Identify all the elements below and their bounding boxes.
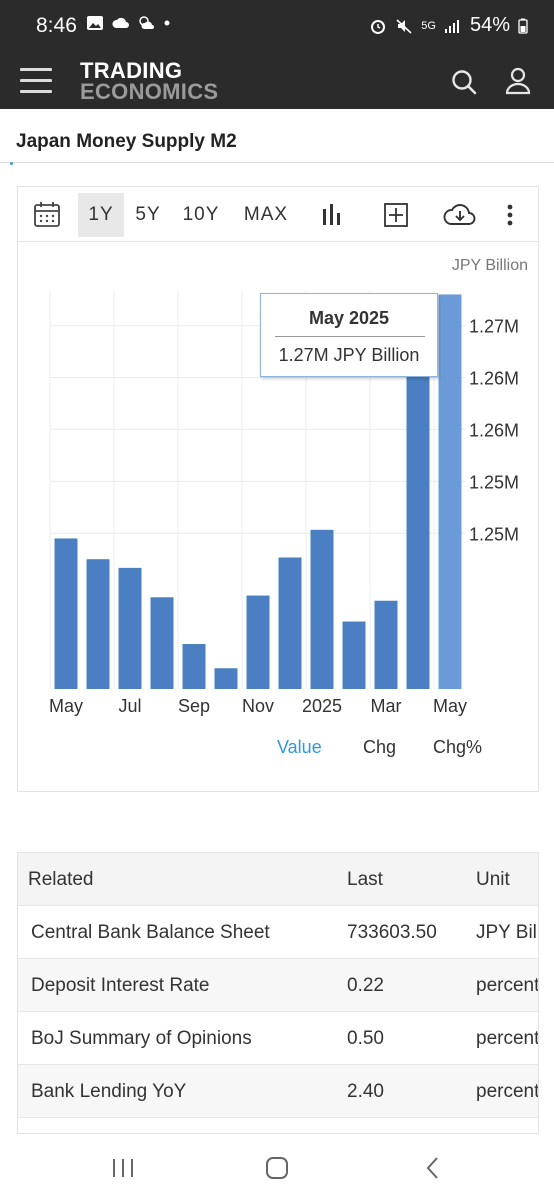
download-icon[interactable] <box>442 193 478 237</box>
row-last: 0.22 <box>347 975 384 996</box>
tooltip-divider <box>275 336 425 337</box>
calendar-icon[interactable] <box>32 193 62 237</box>
battery-percent: 54% <box>469 14 510 36</box>
row-unit: percent <box>476 1028 539 1049</box>
row-last: 0.50 <box>347 1028 384 1049</box>
range-10y-button[interactable]: 10Y <box>182 204 220 225</box>
logo[interactable]: TRADING ECONOMICS <box>80 58 219 104</box>
chart-unit-label: JPY Billion <box>451 257 528 274</box>
table-row[interactable]: Central Bank Balance Sheet 733603.50 JPY… <box>18 906 538 959</box>
y-tick-label: 1.25M <box>469 524 519 544</box>
chart-type-icon[interactable] <box>318 193 346 237</box>
header-last: Last <box>347 869 383 890</box>
chart-bar[interactable] <box>438 294 462 689</box>
table-row[interactable]: Bank Lending YoY 2.40 percent <box>18 1065 539 1118</box>
tooltip-date: May 2025 <box>308 308 390 328</box>
x-tick-label: Jul <box>118 696 141 716</box>
chart-bar[interactable] <box>246 595 270 689</box>
more-notifications-dot-icon <box>164 20 170 26</box>
alarm-icon <box>371 19 386 34</box>
y-tick-label: 1.27M <box>469 317 519 337</box>
y-tick-label: 1.26M <box>469 420 519 440</box>
chart-bar[interactable] <box>118 567 142 689</box>
range-max-button[interactable]: MAX <box>243 204 289 225</box>
row-name[interactable]: Bank Lending YoY <box>31 1081 187 1102</box>
tab-chg-percent[interactable]: Chg% <box>433 737 483 757</box>
loading-indicator <box>10 162 13 165</box>
network-type: 5G <box>421 19 436 32</box>
tooltip-value: 1.27M JPY Billion <box>278 345 420 365</box>
chart-bar[interactable] <box>374 600 398 689</box>
recent-apps-icon[interactable] <box>108 1154 138 1182</box>
chart-bar[interactable] <box>406 360 430 689</box>
y-tick-label: 1.25M <box>469 472 519 492</box>
related-table: Related Last Unit Central Bank Balance S… <box>17 852 539 1134</box>
page-title: Japan Money Supply M2 <box>16 131 237 152</box>
chart-bar[interactable] <box>86 559 110 689</box>
add-indicator-icon[interactable] <box>382 193 410 237</box>
status-time: 8:46 <box>36 14 77 37</box>
row-last: 733603.50 <box>347 922 437 943</box>
battery-icon <box>518 18 528 34</box>
x-tick-label: May <box>49 696 83 716</box>
row-name[interactable]: BoJ Summary of Opinions <box>31 1028 252 1049</box>
chart-bar[interactable] <box>342 621 366 689</box>
mute-icon <box>396 18 412 34</box>
app-header: TRADING ECONOMICS <box>0 54 554 109</box>
chart-bar[interactable] <box>310 529 334 689</box>
page-title-bar: Japan Money Supply M2 <box>0 109 554 163</box>
range-5y-button[interactable]: 5Y <box>135 204 161 225</box>
search-icon[interactable] <box>450 68 478 96</box>
chart-bar[interactable] <box>278 557 302 689</box>
row-name[interactable]: Central Bank Balance Sheet <box>31 922 270 943</box>
x-tick-label: 2025 <box>302 696 342 716</box>
row-unit: percent <box>476 1081 539 1102</box>
chart-bar[interactable] <box>182 644 206 689</box>
x-tick-label: Mar <box>371 696 402 716</box>
row-last: 2.40 <box>347 1081 384 1102</box>
status-system-icons: 5G 54% <box>369 14 528 37</box>
signal-icon <box>444 19 459 33</box>
chart-bar[interactable] <box>54 538 78 689</box>
x-tick-label: Nov <box>242 696 274 716</box>
x-tick-label: Sep <box>178 696 210 716</box>
logo-line-2: ECONOMICS <box>80 79 219 104</box>
back-icon[interactable] <box>418 1154 448 1182</box>
bar-chart[interactable]: 1.27M 1.26M 1.26M 1.25M 1.25M May Jul Sep Nov 202… <box>18 247 538 727</box>
gallery-icon <box>87 16 103 30</box>
x-tick-label: May <box>433 696 467 716</box>
chart-toolbar: 1Y 5Y 10Y MAX <box>18 187 538 242</box>
status-notification-icons <box>86 15 170 31</box>
system-nav-bar <box>0 1136 554 1200</box>
table-row[interactable]: Deposit Interest Rate 0.22 percent <box>18 959 539 1012</box>
table-row[interactable]: BoJ Summary of Opinions 0.50 percent <box>18 1012 539 1065</box>
row-unit: percent <box>476 975 539 996</box>
row-name[interactable]: Deposit Interest Rate <box>31 975 210 996</box>
status-bar: 8:46 5G 54% <box>0 0 554 54</box>
row-unit: JPY Bil <box>476 922 537 943</box>
chart-bar[interactable] <box>150 597 174 689</box>
home-icon[interactable] <box>262 1154 292 1182</box>
tab-chg[interactable]: Chg <box>363 737 397 757</box>
header-related: Related <box>28 869 94 890</box>
menu-icon[interactable] <box>20 68 52 94</box>
chart-card: 1Y 5Y 10Y MAX JPY Billion 1.27M 1.26M 1.26… <box>17 186 539 792</box>
table-header: Related Last Unit <box>18 853 538 906</box>
user-icon[interactable] <box>504 66 532 96</box>
header-unit: Unit <box>476 869 510 890</box>
tab-value[interactable]: Value <box>277 737 322 757</box>
weather-icon <box>139 16 154 29</box>
chart-bar[interactable] <box>214 668 238 689</box>
range-1y-button[interactable]: 1Y <box>78 193 124 237</box>
view-tabs: Value Chg Chg% <box>18 733 538 763</box>
more-options-icon[interactable] <box>500 193 520 237</box>
logo-line-1: TRADING <box>80 58 183 83</box>
cloud-icon <box>112 17 129 28</box>
chart-tooltip: May 2025 1.27M JPY Billion <box>260 293 438 377</box>
y-tick-label: 1.26M <box>469 369 519 389</box>
